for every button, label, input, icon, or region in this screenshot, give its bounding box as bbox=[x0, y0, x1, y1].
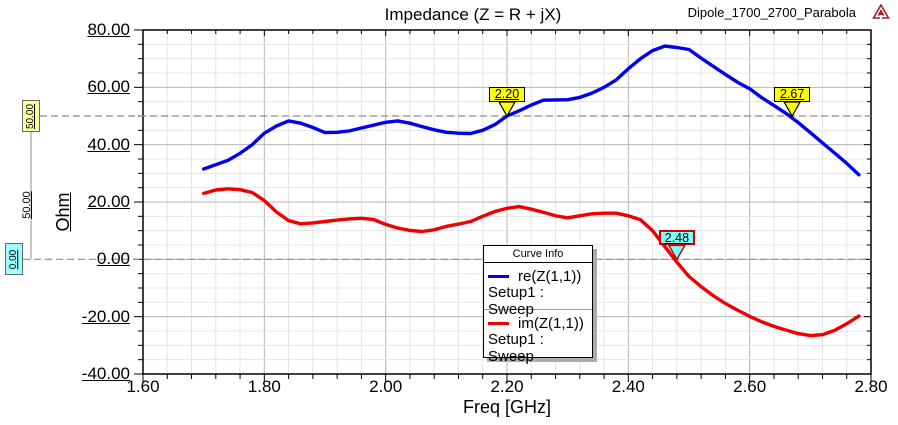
delta-measure-label: 50.00 bbox=[21, 191, 33, 219]
marker-tag-2-20[interactable]: 2.20 bbox=[489, 86, 525, 102]
plot-border bbox=[142, 29, 872, 375]
legend-entry-re: re(Z(1,1)) Setup1 : Sweep bbox=[484, 263, 592, 318]
y-tick-label: 20.00 bbox=[87, 192, 130, 211]
y-tick-label: -40.00 bbox=[81, 364, 130, 383]
ref-line-tag-50[interactable]: 50.00 bbox=[22, 100, 40, 132]
y-tick-label: 0.00 bbox=[96, 249, 130, 269]
legend-title: Curve Info bbox=[484, 246, 592, 263]
y-tick-label: 60.00 bbox=[87, 77, 130, 97]
ref-line-tag-50-label: 50.00 bbox=[25, 103, 37, 129]
re-curve-swatch bbox=[488, 275, 509, 278]
marker-pointer-icon[interactable] bbox=[497, 101, 517, 118]
x-tick-label: 2.60 bbox=[733, 377, 767, 396]
marker-pointer-icon[interactable] bbox=[783, 101, 802, 118]
y-tick-label: 80.00 bbox=[87, 20, 130, 39]
marker-tag-2-67[interactable]: 2.67 bbox=[774, 86, 811, 102]
legend-entry-label: im(Z(1,1)) bbox=[518, 315, 584, 332]
legend-entry-sublabel: Setup1 : Sweep bbox=[488, 284, 544, 318]
legend-entry-sublabel: Setup1 : Sweep bbox=[488, 331, 544, 365]
x-tick-label: 2.80 bbox=[854, 377, 888, 396]
ref-line-tag-0-label: 0.00 bbox=[8, 249, 20, 270]
legend-entry-label: re(Z(1,1)) bbox=[518, 268, 582, 285]
x-tick-label: 2.40 bbox=[611, 377, 645, 396]
design-name-label: Dipole_1700_2700_Parabola bbox=[687, 5, 856, 20]
x-tick-label: 1.80 bbox=[247, 377, 281, 396]
x-tick-label: 2.00 bbox=[369, 377, 403, 396]
ansoft-logo-icon bbox=[872, 4, 890, 19]
re-z-curve[interactable] bbox=[201, 44, 861, 177]
marker-tag-2-48[interactable]: 2.48 bbox=[658, 229, 695, 245]
page-title: Impedance (Z = R + jX) bbox=[384, 5, 562, 24]
y-tick-label: -20.00 bbox=[81, 306, 130, 326]
legend-entry-im: im(Z(1,1)) Setup1 : Sweep bbox=[484, 309, 592, 365]
x-tick-label: 2.20 bbox=[490, 377, 524, 396]
legend-curve-info[interactable]: Curve Info re(Z(1,1)) Setup1 : Sweep im(… bbox=[483, 245, 593, 365]
im-z-curve[interactable] bbox=[201, 187, 861, 338]
ref-line-tag-0[interactable]: 0.00 bbox=[5, 243, 23, 276]
marker-pointer-icon[interactable] bbox=[667, 244, 687, 261]
x-tick-label: 1.60 bbox=[126, 377, 160, 396]
y-tick-label: 40.00 bbox=[87, 134, 130, 154]
x-axis-title: Freq [GHz] bbox=[462, 397, 551, 417]
im-curve-swatch bbox=[488, 322, 509, 325]
